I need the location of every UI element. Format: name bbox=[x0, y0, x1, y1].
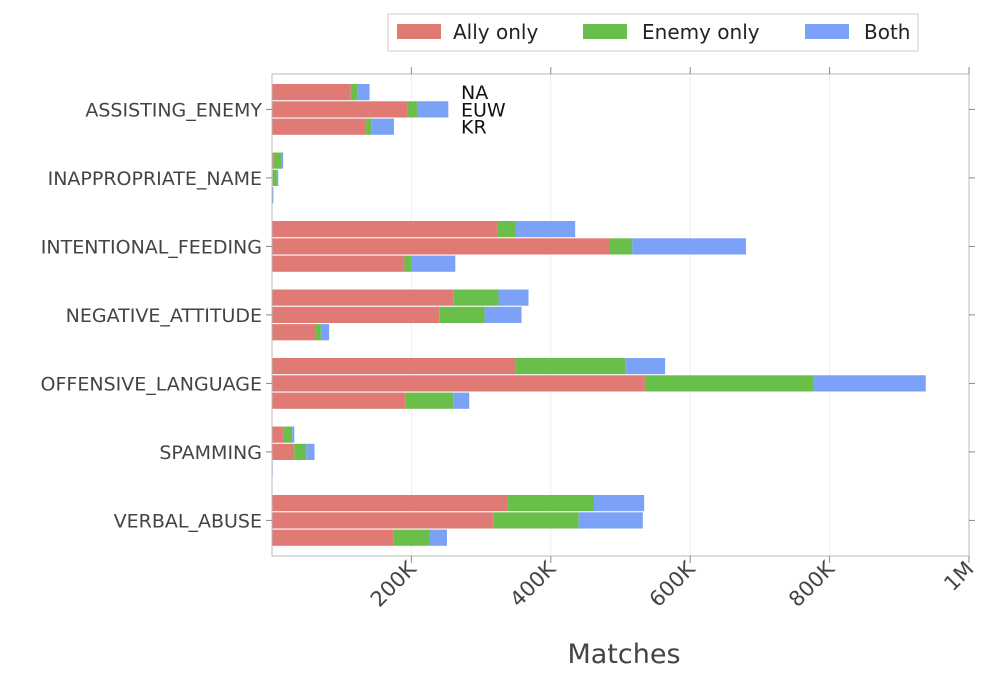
bar-enemy-only-offensive-language-na bbox=[515, 358, 626, 375]
grid bbox=[410, 74, 970, 556]
bar-ally-only-assisting-enemy-na bbox=[272, 84, 351, 101]
legend-label: Enemy only bbox=[642, 20, 760, 44]
bar-both-negative-attitude-euw bbox=[484, 306, 522, 323]
bar-ally-only-negative-attitude-kr bbox=[272, 324, 316, 341]
legend-swatch bbox=[583, 24, 627, 39]
bar-enemy-only-verbal-abuse-kr bbox=[393, 529, 430, 546]
legend: Ally only Enemy only Both bbox=[387, 13, 919, 52]
region-label-kr: KR bbox=[461, 117, 487, 139]
bar-both-spamming-euw bbox=[306, 443, 315, 460]
bar-enemy-only-assisting-enemy-na bbox=[350, 84, 358, 101]
region-label-euw: EUW bbox=[461, 99, 506, 121]
bar-enemy-only-intentional-feeding-kr bbox=[404, 255, 412, 272]
bar-both-assisting-enemy-na bbox=[357, 84, 370, 101]
bar-ally-only-intentional-feeding-euw bbox=[272, 238, 611, 255]
y-tick-label: ASSISTING_ENEMY bbox=[85, 99, 262, 121]
bar-both-negative-attitude-na bbox=[498, 289, 529, 306]
bar-enemy-only-negative-attitude-na bbox=[453, 289, 499, 306]
bar-enemy-only-verbal-abuse-euw bbox=[493, 512, 579, 529]
bar-both-inappropriate-name-na bbox=[281, 152, 284, 169]
y-tick-label: INTENTIONAL_FEEDING bbox=[41, 236, 262, 258]
bar-ally-only-intentional-feeding-na bbox=[272, 221, 498, 238]
bar-enemy-only-intentional-feeding-euw bbox=[610, 238, 633, 255]
bar-ally-only-offensive-language-euw bbox=[272, 375, 645, 392]
legend-label: Ally only bbox=[453, 20, 538, 44]
bar-both-assisting-enemy-kr bbox=[371, 118, 394, 135]
y-tick-label: INAPPROPRIATE_NAME bbox=[48, 168, 262, 190]
legend-swatch bbox=[397, 24, 441, 39]
bar-ally-only-verbal-abuse-kr bbox=[272, 529, 394, 546]
bar-enemy-only-assisting-enemy-kr bbox=[366, 118, 372, 135]
bar-ally-only-inappropriate-name-na bbox=[272, 152, 274, 169]
bar-ally-only-verbal-abuse-euw bbox=[272, 512, 494, 529]
bar-both-verbal-abuse-euw bbox=[578, 512, 643, 529]
bar-ally-only-verbal-abuse-na bbox=[272, 495, 508, 512]
y-tick-label: NEGATIVE_ATTITUDE bbox=[66, 305, 262, 327]
x-axis-label: Matches bbox=[567, 639, 680, 670]
bar-ally-only-intentional-feeding-kr bbox=[272, 255, 405, 272]
bar-enemy-only-inappropriate-name-euw bbox=[272, 169, 277, 186]
bar-enemy-only-spamming-euw bbox=[294, 443, 307, 460]
bar-both-negative-attitude-kr bbox=[320, 324, 330, 341]
bar-enemy-only-offensive-language-euw bbox=[644, 375, 814, 392]
bar-enemy-only-negative-attitude-kr bbox=[315, 324, 321, 341]
bar-ally-only-spamming-euw bbox=[272, 443, 295, 460]
bar-both-spamming-na bbox=[292, 426, 295, 443]
bar-both-intentional-feeding-na bbox=[515, 221, 576, 238]
bar-ally-only-assisting-enemy-kr bbox=[272, 118, 367, 135]
bar-enemy-only-spamming-na bbox=[283, 426, 293, 443]
bar-enemy-only-negative-attitude-euw bbox=[439, 306, 485, 323]
bar-both-intentional-feeding-kr bbox=[411, 255, 456, 272]
bar-both-offensive-language-kr bbox=[453, 392, 470, 409]
region-label-na: NA bbox=[461, 82, 488, 104]
bar-ally-only-spamming-na bbox=[272, 426, 284, 443]
bar-ally-only-negative-attitude-euw bbox=[272, 306, 440, 323]
bar-enemy-only-inappropriate-name-na bbox=[273, 152, 282, 169]
y-tick-label: OFFENSIVE_LANGUAGE bbox=[41, 373, 262, 395]
bar-enemy-only-verbal-abuse-na bbox=[507, 495, 595, 512]
bar-enemy-only-intentional-feeding-na bbox=[497, 221, 516, 238]
bar-ally-only-assisting-enemy-euw bbox=[272, 101, 408, 118]
bar-ally-only-offensive-language-na bbox=[272, 358, 516, 375]
y-tick-label: VERBAL_ABUSE bbox=[114, 510, 262, 532]
bar-enemy-only-assisting-enemy-euw bbox=[407, 101, 417, 118]
bar-both-verbal-abuse-na bbox=[594, 495, 645, 512]
bars bbox=[272, 84, 926, 546]
bar-both-intentional-feeding-euw bbox=[632, 238, 746, 255]
bar-enemy-only-offensive-language-kr bbox=[405, 392, 454, 409]
bar-both-offensive-language-euw bbox=[813, 375, 926, 392]
bar-both-assisting-enemy-euw bbox=[416, 101, 449, 118]
bar-both-verbal-abuse-kr bbox=[429, 529, 447, 546]
legend-label: Both bbox=[864, 20, 910, 44]
y-tick-label: SPAMMING bbox=[159, 442, 262, 464]
bar-both-inappropriate-name-euw bbox=[276, 169, 279, 186]
bar-both-offensive-language-na bbox=[625, 358, 666, 375]
legend-swatch bbox=[805, 24, 849, 39]
bar-both-inappropriate-name-kr bbox=[272, 187, 274, 204]
bar-ally-only-offensive-language-kr bbox=[272, 392, 406, 409]
bar-ally-only-negative-attitude-na bbox=[272, 289, 454, 306]
